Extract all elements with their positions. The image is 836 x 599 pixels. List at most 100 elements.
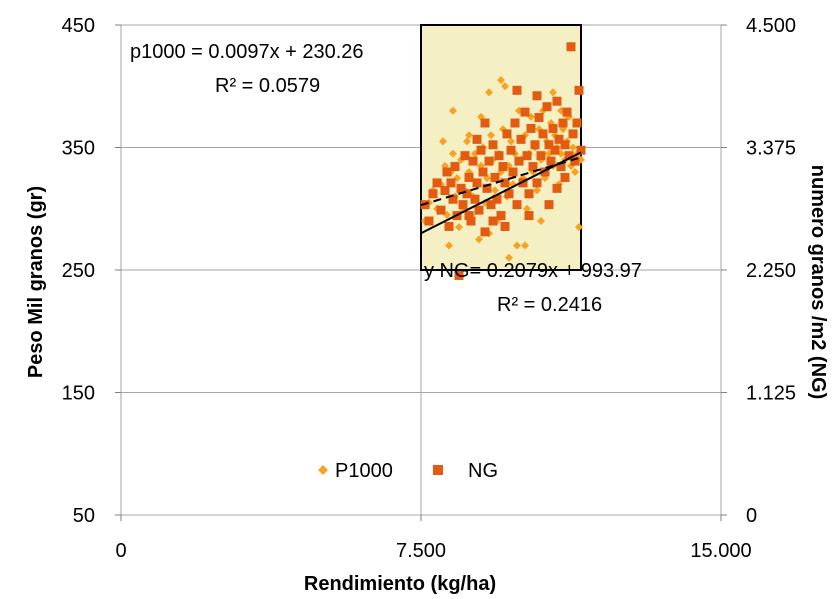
y-left-tick-label: 350: [62, 138, 95, 160]
legend: P1000 NG: [318, 460, 498, 482]
y-right-tick-label: 4.500: [746, 15, 796, 37]
ng-point: [540, 167, 550, 177]
y-left-tick-label: 50: [73, 505, 95, 527]
ng-point: [546, 156, 556, 166]
p1000-point: [523, 204, 531, 213]
p1000-point: [487, 131, 495, 140]
y-right-tick-label: 2.250: [746, 260, 796, 282]
ng-point: [548, 123, 558, 133]
legend-p1000-label: P1000: [335, 460, 393, 482]
ng-point: [574, 85, 584, 95]
ng-point: [424, 216, 434, 226]
p1000-point: [501, 82, 509, 91]
p1000-equation: p1000 = 0.0097x + 230.26: [130, 41, 364, 63]
ng-point: [442, 167, 452, 177]
y-left-tick-label: 250: [62, 260, 95, 282]
ng-point: [544, 140, 554, 150]
ng-point: [522, 151, 532, 161]
p1000-point: [491, 186, 499, 195]
ng-point: [468, 156, 478, 166]
ng-point: [524, 211, 534, 221]
ng-point: [480, 227, 490, 237]
ng-point: [500, 178, 510, 188]
ng-r2: R² = 0.2416: [497, 294, 602, 316]
ng-point: [516, 134, 526, 144]
ng-point: [446, 178, 456, 188]
p1000-point: [507, 137, 515, 146]
ng-point: [566, 42, 576, 52]
ng-equation: y NG= 0.2079x + 993.97: [424, 260, 642, 282]
ng-point: [538, 129, 548, 139]
p1000-point: [571, 168, 579, 176]
p1000-point: [521, 241, 529, 250]
ng-point: [560, 172, 570, 182]
p1000-point: [463, 137, 471, 146]
ng-point: [486, 200, 496, 210]
ng-point: [556, 162, 566, 172]
p1000-point: [533, 186, 541, 195]
ng-point: [488, 140, 498, 150]
p1000-point: [497, 76, 505, 85]
p1000-point: [569, 143, 577, 152]
ng-point: [472, 178, 482, 188]
x-tick-label: 0: [115, 540, 126, 562]
legend-ng-marker: [433, 465, 443, 475]
y-right-axis-title: numero granos /m2 (NG): [807, 165, 829, 399]
ng-point: [482, 183, 492, 193]
ng-point: [494, 151, 504, 161]
ng-point: [496, 211, 506, 221]
x-tick-label: 7.500: [396, 540, 446, 562]
ng-point: [432, 178, 442, 188]
ng-point: [464, 172, 474, 182]
p1000-point: [537, 217, 545, 225]
p1000-point: [445, 241, 453, 250]
ng-point: [554, 134, 564, 144]
ng-point: [508, 167, 518, 177]
tick-labels: 50 150 250 350 450 0 1.125 2.250 3.375 4.500 0 7.50…: [62, 15, 796, 562]
ng-point: [436, 205, 446, 215]
ng-point: [506, 145, 516, 155]
ng-point: [502, 129, 512, 139]
ng-point: [558, 118, 568, 128]
y-right-tick-label: 0: [746, 505, 757, 527]
ng-point: [474, 205, 484, 215]
ng-point: [462, 189, 472, 199]
ng-point: [576, 145, 586, 155]
p1000-point: [575, 223, 583, 232]
y-right-tick-label: 1.125: [746, 383, 796, 405]
ng-point: [514, 156, 524, 166]
p1000-point: [485, 88, 493, 97]
ng-point: [530, 140, 540, 150]
ng-point: [512, 85, 522, 95]
ng-point: [510, 118, 520, 128]
ng-point: [458, 200, 468, 210]
ng-point: [562, 107, 572, 117]
y-left-tick-label: 450: [62, 15, 95, 37]
ng-point: [526, 123, 536, 133]
p1000-point: [455, 223, 463, 232]
ng-point: [568, 129, 578, 139]
ng-point: [470, 194, 480, 204]
ng-point: [492, 194, 502, 204]
ng-point: [532, 91, 542, 101]
ng-point: [552, 96, 562, 106]
ng-point: [460, 151, 470, 161]
ng-point: [528, 162, 538, 172]
ng-point: [466, 216, 476, 226]
ng-point: [518, 178, 528, 188]
ng-point: [428, 189, 438, 199]
ng-point: [440, 186, 450, 196]
ng-point: [542, 102, 552, 112]
ng-point: [572, 118, 582, 128]
ng-point: [454, 270, 464, 280]
trendline-p1000: [420, 156, 582, 207]
ng-point: [444, 221, 454, 231]
p1000-point: [449, 106, 457, 115]
p1000-point: [475, 235, 483, 244]
p1000-point: [549, 88, 557, 97]
p1000-point: [513, 241, 521, 250]
p1000-point: [439, 137, 447, 146]
ng-point: [478, 167, 488, 177]
ng-point: [490, 172, 500, 182]
